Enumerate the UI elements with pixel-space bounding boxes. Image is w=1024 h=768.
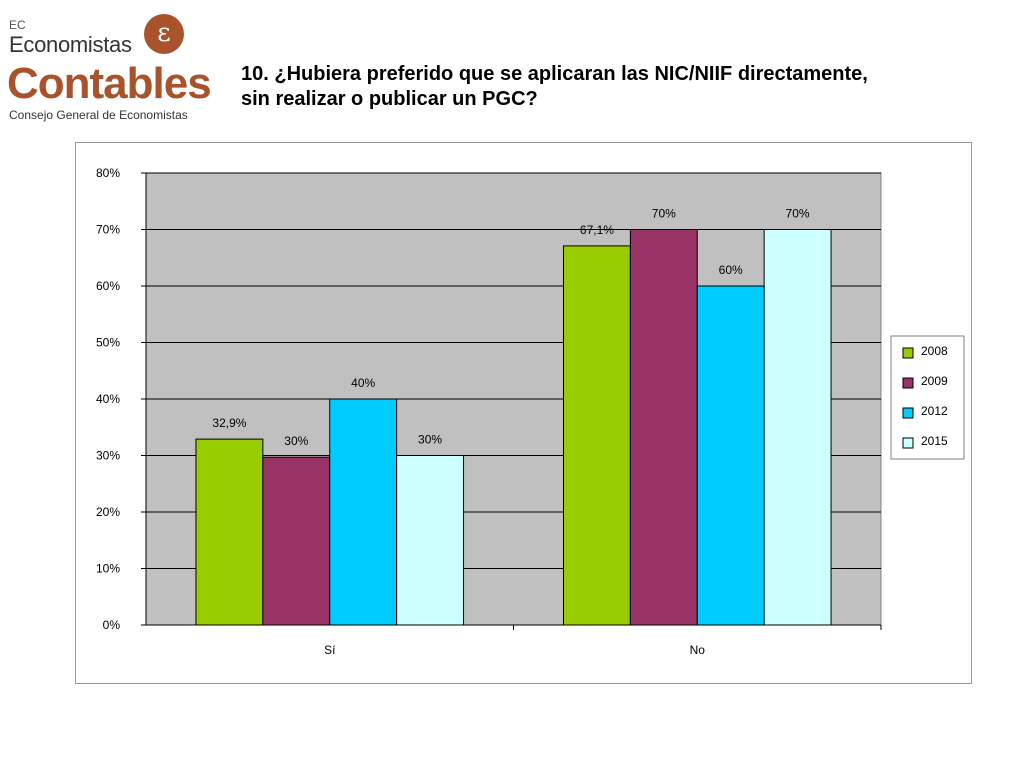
bar-2015-si: [396, 455, 465, 626]
page-title-line-2: sin realizar o publicar un PGC?: [241, 88, 538, 110]
bar-chart: 0% 10% 20% 30% 40% 50% 60% 70% 80% Sí 32,9% 30% 40% 3…: [96, 166, 965, 657]
y-tick-label: 10%: [96, 562, 120, 576]
legend-label-2012: 2012: [921, 404, 948, 418]
legend-swatch-2012: [902, 407, 914, 419]
bar-2008-no: [562, 245, 631, 626]
y-tick-label: 60%: [96, 279, 120, 293]
y-tick-label: 50%: [96, 336, 120, 350]
logo-consejo-text: Consejo General de Economistas: [9, 108, 188, 122]
data-label: 70%: [786, 207, 810, 221]
x-tick-label: No: [690, 643, 706, 657]
page-title: 10. ¿Hubiera preferido que se aplicaran …: [241, 62, 1001, 112]
chart-frame: 0% 10% 20% 30% 40% 50% 60% 70% 80% Sí 32,9% 30% 40% 3…: [75, 142, 972, 684]
bar-2015-no: [763, 229, 832, 626]
logo: EC Economistas Contables Consejo General…: [6, 12, 212, 122]
data-label: 30%: [418, 433, 442, 447]
data-label: 70%: [652, 207, 676, 221]
data-label: 32,9%: [212, 416, 246, 430]
legend-label-2008: 2008: [921, 344, 948, 358]
bar-2012-no: [696, 285, 765, 626]
bar-2008-si: [195, 438, 264, 626]
data-label: 67,1%: [580, 223, 614, 237]
bar-2012-si: [329, 398, 398, 626]
logo-contables-text: Contables: [7, 59, 212, 108]
logo-economistas-text: Economistas: [9, 32, 132, 57]
logo-ec-text: EC: [9, 18, 26, 32]
y-tick-label: 0%: [103, 618, 121, 632]
data-label: 30%: [284, 434, 308, 448]
y-tick-label: 40%: [96, 392, 120, 406]
logo-badge-icon: ε: [144, 14, 184, 54]
y-tick-label: 20%: [96, 505, 120, 519]
y-tick-label: 70%: [96, 223, 120, 237]
bar-2009-no: [629, 229, 698, 626]
legend-swatch-2008: [902, 347, 914, 359]
data-label: 60%: [719, 263, 743, 277]
x-tick-label: Sí: [324, 643, 336, 657]
bar-2009-si: [262, 456, 331, 626]
data-label: 40%: [351, 376, 375, 390]
legend-label-2015: 2015: [921, 434, 948, 448]
legend-swatch-2015: [902, 437, 914, 449]
y-tick-label: 30%: [96, 449, 120, 463]
legend-label-2009: 2009: [921, 374, 948, 388]
page-title-line-1: 10. ¿Hubiera preferido que se aplicaran …: [241, 63, 868, 85]
legend-swatch-2009: [902, 377, 914, 389]
y-tick-label: 80%: [96, 166, 120, 180]
